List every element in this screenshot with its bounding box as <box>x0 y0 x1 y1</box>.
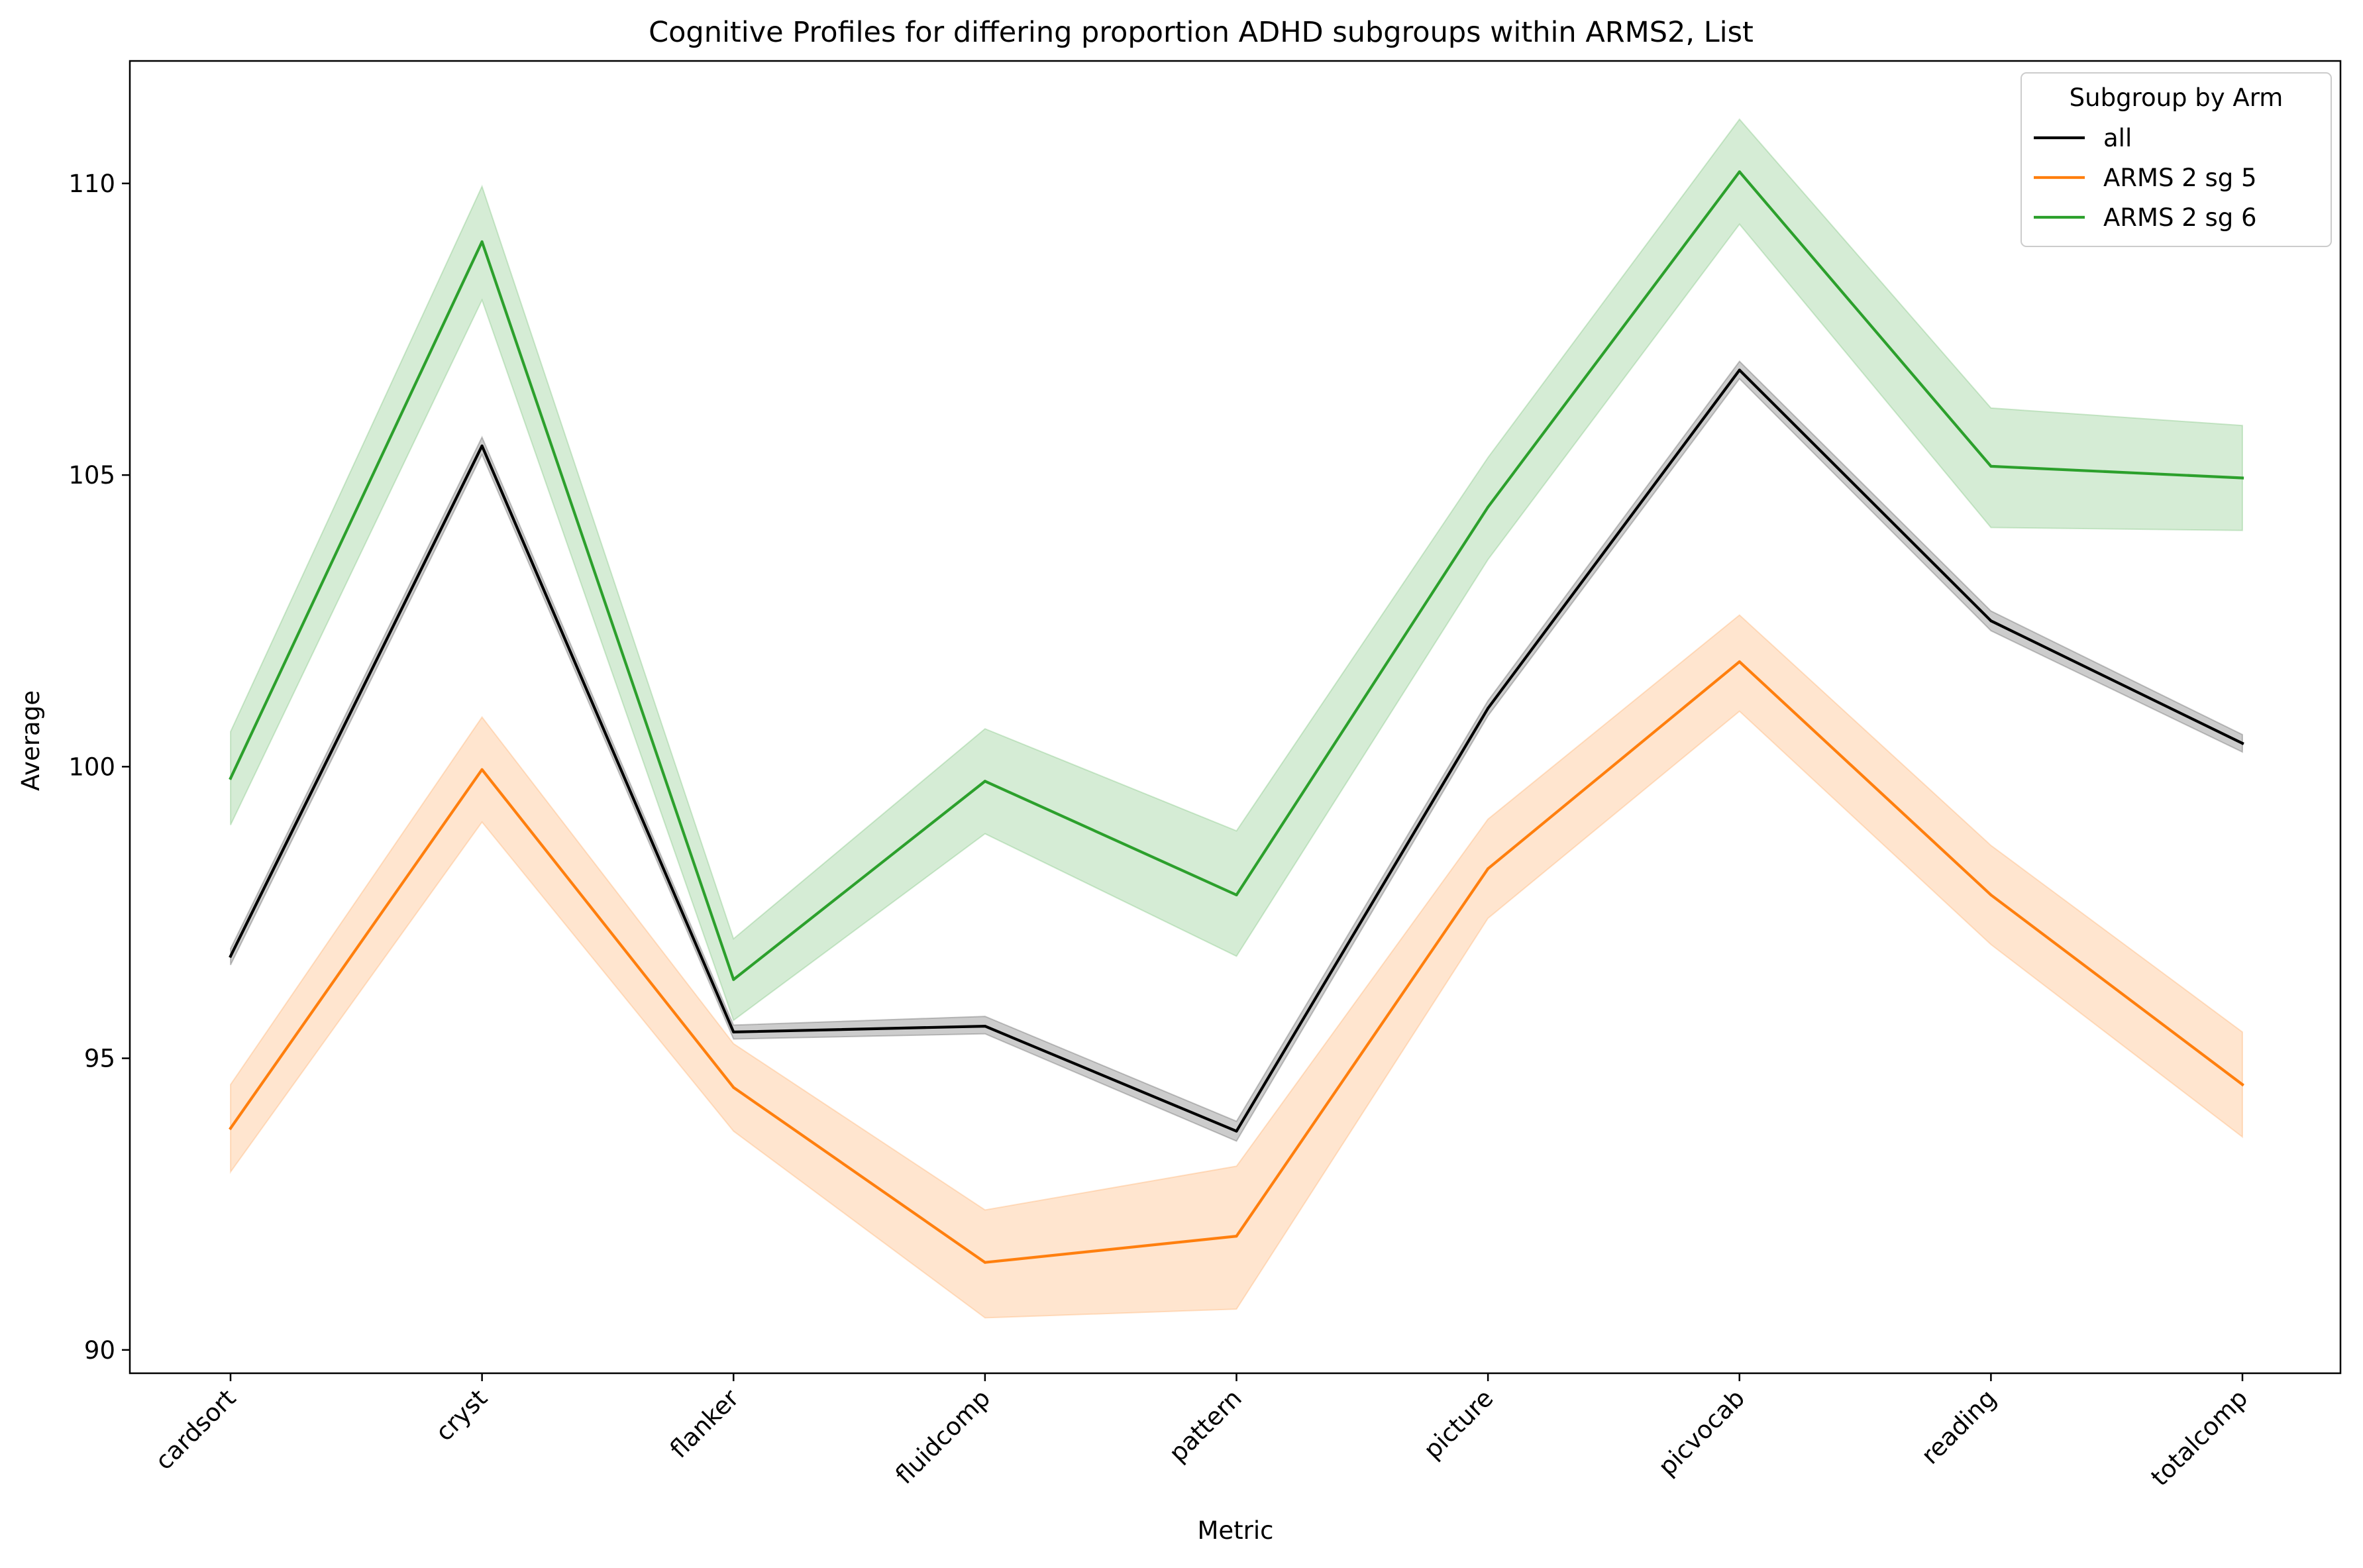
legend-entries: all ARMS 2 sg 5 ARMS 2 sg 6 <box>2034 124 2257 232</box>
data-point-arms-2-sg-6-fluidcomp <box>983 780 986 783</box>
data-point-all-fluidcomp <box>983 1025 986 1028</box>
data-point-arms-2-sg-6-pattern <box>1235 894 1238 896</box>
data-point-all-totalcomp <box>2241 742 2244 745</box>
data-point-arms-2-sg-5-pattern <box>1235 1235 1238 1238</box>
data-point-arms-2-sg-5-picture <box>1487 867 1490 870</box>
data-point-all-flanker <box>732 1030 735 1033</box>
data-point-arms-2-sg-6-cryst <box>480 240 484 243</box>
legend-title: Subgroup by Arm <box>2070 83 2284 112</box>
data-point-arms-2-sg-5-flanker <box>732 1086 735 1089</box>
confidence-band-arms-2-sg-5 <box>230 614 2243 1319</box>
y-tick-label-100: 100 <box>68 753 115 781</box>
plot-content <box>229 118 2244 1319</box>
legend-label-arms-2-sg-6: ARMS 2 sg 6 <box>2103 203 2257 232</box>
data-point-all-cardsort <box>229 955 232 958</box>
y-tick-label-110: 110 <box>68 170 115 198</box>
legend-box <box>2021 72 2332 247</box>
x-axis-label: Metric <box>1197 1516 1273 1545</box>
axes-frame <box>129 60 2342 1375</box>
plot-area <box>229 118 2244 1319</box>
data-point-arms-2-sg-5-fluidcomp <box>983 1261 986 1264</box>
data-point-arms-2-sg-6-flanker <box>732 978 735 981</box>
data-point-arms-2-sg-6-totalcomp <box>2241 476 2244 480</box>
data-point-all-picture <box>1487 707 1490 710</box>
y-axis: 90 95 100 105 110 <box>68 170 130 1365</box>
data-point-arms-2-sg-6-cardsort <box>229 776 232 780</box>
data-point-all-pattern <box>1235 1129 1238 1133</box>
y-axis-label: Average <box>17 690 45 791</box>
data-point-arms-2-sg-5-reading <box>1989 894 1993 896</box>
data-point-arms-2-sg-5-totalcomp <box>2241 1083 2244 1086</box>
data-point-arms-2-sg-6-picvocab <box>1738 170 1741 174</box>
data-point-all-reading <box>1989 619 1993 623</box>
legend: Subgroup by Arm all ARMS 2 sg 5 ARMS 2 sg … <box>2021 72 2332 247</box>
legend-label-arms-2-sg-5: ARMS 2 sg 5 <box>2103 164 2257 192</box>
confidence-band-all <box>230 360 2243 1142</box>
data-point-arms-2-sg-6-reading <box>1989 464 1993 468</box>
chart-title: Cognitive Profiles for differing proport… <box>649 16 1754 49</box>
confidence-band-arms-2-sg-6 <box>230 118 2243 1021</box>
data-point-all-cryst <box>480 444 484 448</box>
y-tick-label-90: 90 <box>84 1336 115 1365</box>
data-point-arms-2-sg-5-cardsort <box>229 1127 232 1130</box>
y-tick-label-95: 95 <box>84 1045 115 1073</box>
data-point-all-picvocab <box>1738 368 1741 372</box>
legend-label-all: all <box>2103 124 2132 152</box>
data-point-arms-2-sg-5-picvocab <box>1738 660 1741 663</box>
data-point-arms-2-sg-5-cryst <box>480 768 484 771</box>
y-tick-label-105: 105 <box>68 461 115 490</box>
data-point-arms-2-sg-6-picture <box>1487 505 1490 509</box>
